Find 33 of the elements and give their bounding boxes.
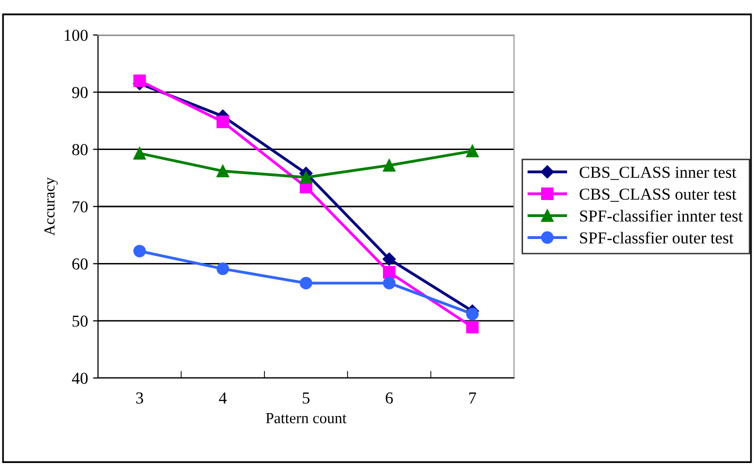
- point: [133, 74, 146, 87]
- legend-label: CBS_CLASS outer test: [580, 188, 736, 202]
- x-tick-label: 4: [218, 392, 227, 404]
- point: [382, 276, 396, 290]
- y-axis-title: Accuracy: [44, 177, 58, 236]
- y-tick-label: 100: [64, 30, 88, 41]
- y-tick-label: 40: [72, 372, 88, 384]
- x-tick-label: 7: [469, 392, 476, 404]
- point: [382, 159, 396, 172]
- x-tick-label: 6: [386, 392, 393, 404]
- y-tick-label: 60: [72, 258, 88, 270]
- legend-label: SPF-classfier outer test: [580, 232, 734, 244]
- point: [133, 244, 146, 258]
- legend-label: CBS_CLASS inner test: [580, 166, 736, 180]
- point: [466, 308, 479, 320]
- point: [466, 320, 479, 334]
- x-tick-label: 3: [136, 392, 144, 404]
- point: [382, 252, 396, 266]
- point: [466, 144, 479, 158]
- y-tick-label: 80: [72, 144, 88, 156]
- point: [216, 116, 230, 128]
- y-tick-label: 50: [72, 316, 88, 327]
- y-tick-label: 70: [72, 201, 88, 212]
- point: [133, 147, 146, 160]
- point: [300, 276, 312, 290]
- x-tick-label: 5: [302, 392, 310, 404]
- point: [216, 164, 230, 178]
- point: [216, 262, 230, 276]
- point: [300, 171, 312, 184]
- x-axis-title: Pattern count: [266, 413, 346, 424]
- y-tick-label: 90: [72, 86, 88, 98]
- legend-label: SPF-classifier innter test: [580, 210, 743, 222]
- point: [382, 266, 396, 278]
